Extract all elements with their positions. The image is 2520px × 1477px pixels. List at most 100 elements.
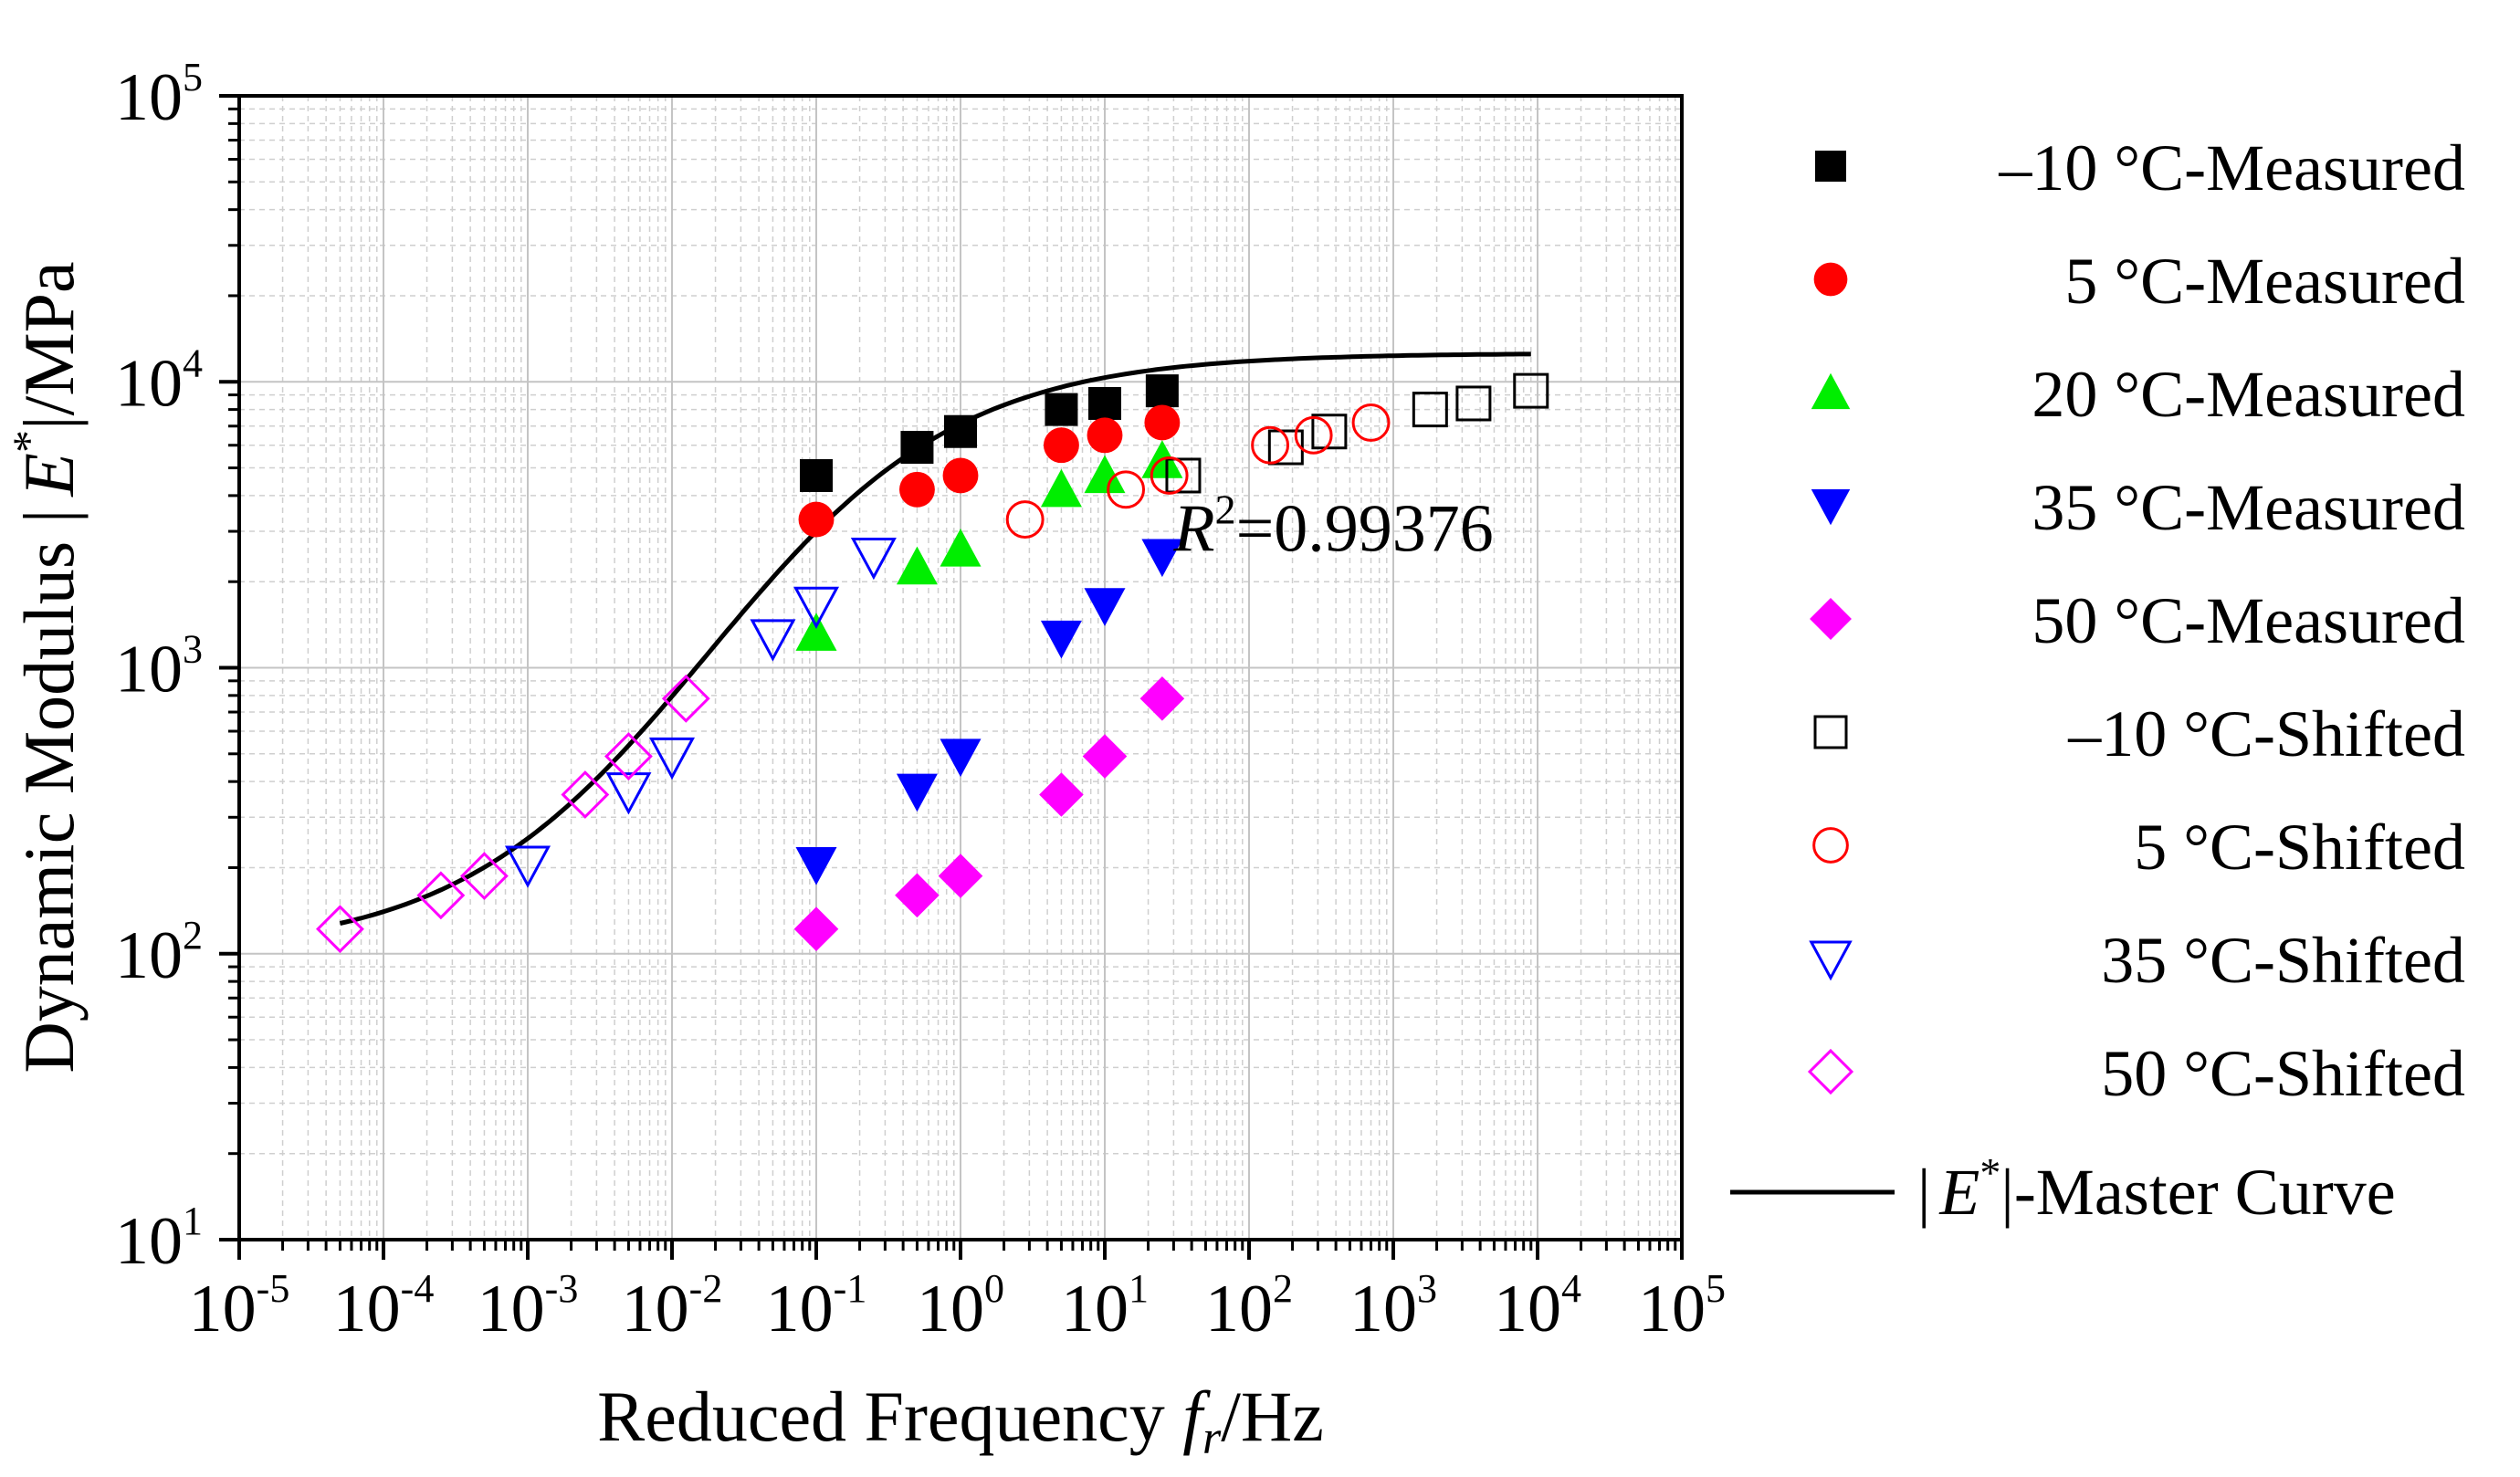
data-point — [1311, 414, 1348, 450]
data-point — [1351, 403, 1391, 442]
y-tick-label-exp: 5 — [183, 55, 203, 100]
y-tick-label: 103 — [115, 627, 203, 707]
data-point — [940, 529, 982, 567]
x-tick-label: 105 — [1638, 1266, 1726, 1346]
data-point — [1087, 417, 1123, 454]
x-axis-label-sub: r — [1202, 1412, 1222, 1464]
x-tick-label-exp: -2 — [689, 1266, 723, 1311]
legend-label-sup: * — [1979, 1149, 2000, 1196]
y-axis-label-sup: * — [3, 430, 54, 453]
x-tick-label-base: 10 — [1494, 1272, 1561, 1346]
x-tick-label: 101 — [1061, 1266, 1149, 1346]
legend-item: 50 °C-Measured — [1810, 584, 2465, 657]
data-point — [1040, 620, 1082, 659]
data-point — [1294, 415, 1333, 455]
legend-marker — [1809, 940, 1853, 981]
data-points-layer — [316, 372, 1549, 954]
y-tick-label: 105 — [115, 55, 203, 135]
legend-label: 5 °C-Measured — [2064, 245, 2465, 318]
x-tick-label-exp: 5 — [1706, 1266, 1726, 1311]
x-tick-label-exp: 4 — [1561, 1266, 1581, 1311]
series-1-points — [798, 404, 1181, 538]
legend-label-var: E — [1938, 1156, 1979, 1229]
data-point — [1412, 392, 1448, 428]
legend-item: 50 °C-Shifted — [1807, 1037, 2465, 1110]
data-point — [661, 674, 710, 723]
data-point — [795, 613, 837, 651]
legend-label: 50 °C-Measured — [2032, 584, 2465, 657]
x-tick-label-exp: 3 — [1417, 1266, 1437, 1311]
data-point — [1513, 372, 1549, 409]
data-point — [896, 546, 938, 585]
data-point — [648, 737, 696, 780]
data-point — [1088, 386, 1121, 420]
series-4-points — [793, 676, 1185, 951]
data-point — [605, 772, 652, 815]
series-8-points — [316, 674, 710, 954]
data-point — [793, 906, 839, 951]
data-point — [1141, 539, 1183, 578]
data-point — [795, 846, 837, 885]
legend-item: | E*|-Master Curve — [1730, 1149, 2396, 1229]
data-point — [1084, 588, 1126, 626]
y-axis-label-var: E — [9, 453, 89, 498]
data-point — [1107, 470, 1146, 509]
legend-label: 35 °C-Shifted — [2101, 924, 2465, 997]
data-point — [750, 619, 796, 662]
legend-label-suffix: |-Master Curve — [2000, 1156, 2395, 1229]
x-tick-label: 10-1 — [766, 1266, 867, 1346]
data-point — [942, 457, 979, 494]
data-point — [1043, 427, 1079, 464]
data-point — [1251, 425, 1290, 465]
data-point — [460, 852, 509, 901]
series-7-points — [504, 537, 897, 888]
x-tick-label-exp: 0 — [984, 1266, 1004, 1311]
data-point — [938, 854, 983, 898]
legend-marker — [1811, 488, 1851, 526]
data-point — [900, 431, 934, 465]
legend-item: 5 °C-Shifted — [1812, 811, 2465, 884]
data-point — [1045, 393, 1078, 426]
legend-item: 35 °C-Measured — [1811, 471, 2465, 544]
data-point — [604, 732, 653, 780]
y-axis-label: Dynamic Modulus | E*|/MPa — [3, 261, 89, 1073]
legend-marker — [1807, 1048, 1854, 1095]
data-point — [1150, 456, 1189, 495]
master-curve-layer — [339, 351, 1531, 926]
data-point — [940, 738, 982, 778]
data-point — [1084, 455, 1126, 494]
series-6-points — [1005, 403, 1391, 539]
legend-label: 50 °C-Shifted — [2101, 1037, 2465, 1110]
x-tick-label: 104 — [1494, 1266, 1581, 1346]
data-point — [1082, 734, 1128, 779]
data-point — [1040, 468, 1082, 508]
y-tick-label-base: 10 — [115, 60, 183, 135]
legend-label: –10 °C-Measured — [1998, 131, 2465, 204]
x-tick-label-exp: -4 — [401, 1266, 435, 1311]
legend-marker — [1815, 151, 1846, 182]
legend-item: 20 °C-Measured — [1811, 358, 2465, 431]
legend-label: 5 °C-Shifted — [2134, 811, 2465, 884]
x-tick-label-exp: -1 — [834, 1266, 867, 1311]
data-point — [1145, 374, 1179, 408]
data-point — [1139, 676, 1185, 721]
data-point — [798, 501, 835, 538]
legend-label: | E*|-Master Curve — [1917, 1149, 2396, 1229]
legend-marker — [1810, 598, 1852, 640]
x-tick-label-base: 10 — [333, 1272, 401, 1346]
y-tick-label-base: 10 — [115, 1204, 183, 1279]
x-tick-label-exp: -5 — [257, 1266, 290, 1311]
x-tick-label: 103 — [1349, 1266, 1437, 1346]
legend: –10 °C-Measured 5 °C-Measured 20 °C-Measur… — [1730, 131, 2465, 1229]
x-tick-label: 100 — [917, 1266, 1004, 1346]
y-tick-label-exp: 1 — [183, 1199, 203, 1243]
x-tick-label: 10-4 — [333, 1266, 435, 1346]
x-tick-labels: 10-5 10-4 10-3 10-2 10-1 100 101 102 103 104 105 — [189, 1266, 1726, 1346]
x-tick-label: 10-2 — [622, 1266, 723, 1346]
y-tick-label-exp: 4 — [183, 340, 203, 385]
legend-marker — [1812, 827, 1849, 864]
r-squared-annotation: R2=0.99376 — [1172, 487, 1493, 567]
data-point — [504, 845, 551, 888]
x-axis-label-prefix: Reduced Frequency — [597, 1377, 1182, 1456]
